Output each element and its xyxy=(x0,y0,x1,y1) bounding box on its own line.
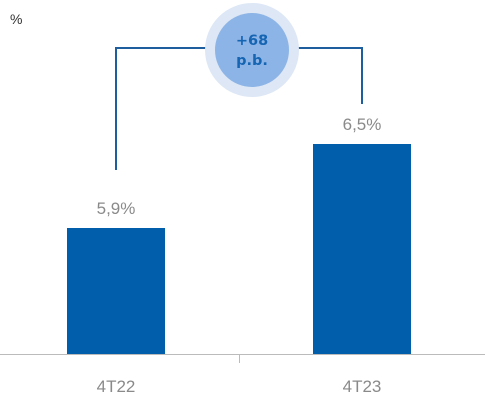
x-tick-label-4t23: 4T23 xyxy=(343,377,382,396)
value-label-4t22: 5,9% xyxy=(97,199,136,218)
difference-badge: +68 p.b. xyxy=(205,3,299,97)
badge-difference-value: +68 xyxy=(236,33,268,49)
bar-4t23 xyxy=(313,144,411,354)
x-tick-labels-group: 4T22 4T23 xyxy=(97,377,382,396)
bar-4t22 xyxy=(67,228,165,354)
badge-inner-circle xyxy=(215,13,289,87)
badge-unit-text: p.b. xyxy=(236,53,268,69)
value-label-4t23: 6,5% xyxy=(343,115,382,134)
bars-group xyxy=(67,144,411,354)
unit-label: % xyxy=(10,11,22,27)
x-tick-label-4t22: 4T22 xyxy=(97,377,136,396)
